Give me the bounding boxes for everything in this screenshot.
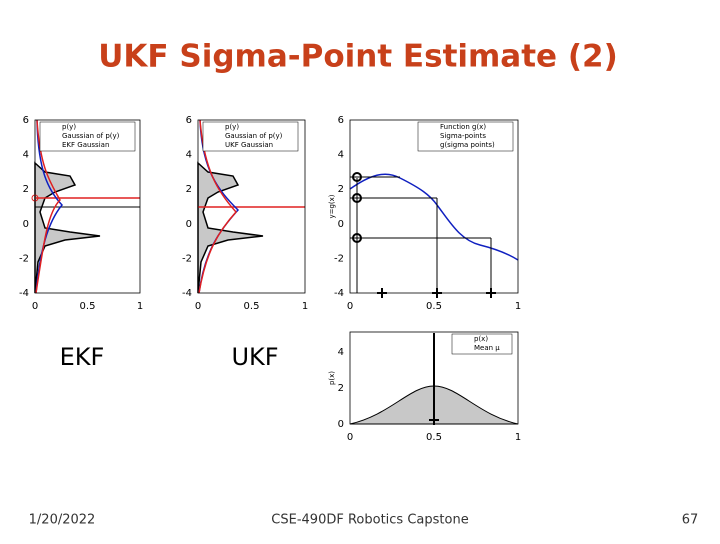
legend-box [202,121,299,152]
y-tick-label: -2 [182,253,192,264]
y-tick-label: 6 [186,115,192,126]
y-tick-label: 2 [338,383,344,394]
y-axis-label: y=g(x) [328,194,336,218]
ekf-label: EKF [60,343,105,371]
x-tick-label: 1 [137,301,143,312]
plot-frame [349,119,519,294]
legend-entry: p(y) [225,123,239,131]
legend-box [451,333,513,355]
y-tick-label: 4 [186,150,192,161]
legend-entry: EKF Gaussian [62,141,109,149]
legend-entry: Gaussian of p(y) [225,132,283,140]
y-tick-label: -4 [19,288,29,299]
y-tick-label: 6 [338,115,344,126]
legend-entry: p(y) [62,123,76,131]
x-tick-label: 0 [347,301,353,312]
y-axis-label: p(x) [328,371,336,385]
footer-page: 67 [682,513,699,528]
function-plot [349,172,519,298]
legend-entry: Sigma-points [440,132,486,140]
footer-course: CSE-490DF Robotics Capstone [271,513,468,528]
x-tick-label: 0 [347,432,353,443]
x-tick-label: 0.5 [426,432,442,443]
x-tick-label: 1 [302,301,308,312]
y-tick-label: 2 [338,184,344,195]
y-tick-label: -4 [334,288,344,299]
density-plot [349,333,519,425]
x-tick-label: 0 [195,301,201,312]
x-tick-label: 1 [515,301,521,312]
y-tick-label: 2 [23,184,29,195]
y-tick-label: 0 [23,219,29,230]
y-tick-label: 2 [186,184,192,195]
x-tick-label: 0.5 [426,301,442,312]
x-tick-label: 0 [32,301,38,312]
legend-entry: UKF Gaussian [225,141,273,149]
y-tick-label: 0 [186,219,192,230]
legend-entry: Gaussian of p(y) [62,132,120,140]
x-tick-label: 0.5 [244,301,260,312]
legend-box [417,121,514,152]
slide-title: UKF Sigma-Point Estimate (2) [98,39,618,75]
x-tick-label: 1 [515,432,521,443]
y-tick-label: -4 [182,288,192,299]
legend-entry: p(x) [474,335,488,343]
y-tick-label: 4 [338,347,344,358]
y-tick-label: 4 [338,150,344,161]
ukf-label: UKF [231,343,278,371]
x-tick-label: 0.5 [80,301,96,312]
legend-box [39,121,136,152]
y-tick-label: 0 [338,419,344,430]
y-tick-label: 0 [338,219,344,230]
y-tick-label: -2 [334,253,344,264]
y-tick-label: 6 [23,115,29,126]
footer-date: 1/20/2022 [29,513,96,528]
plot-frame [34,119,141,294]
plot-frame [197,119,306,294]
ekf-plot [31,119,140,294]
legend-entry: Mean μ [474,344,500,352]
legend-entry: Function g(x) [440,123,486,131]
y-tick-label: 4 [23,150,29,161]
y-tick-label: -2 [19,253,29,264]
legend-entry: g(sigma points) [440,141,495,149]
ukf-plot [197,119,305,294]
plot-frame [349,331,519,425]
